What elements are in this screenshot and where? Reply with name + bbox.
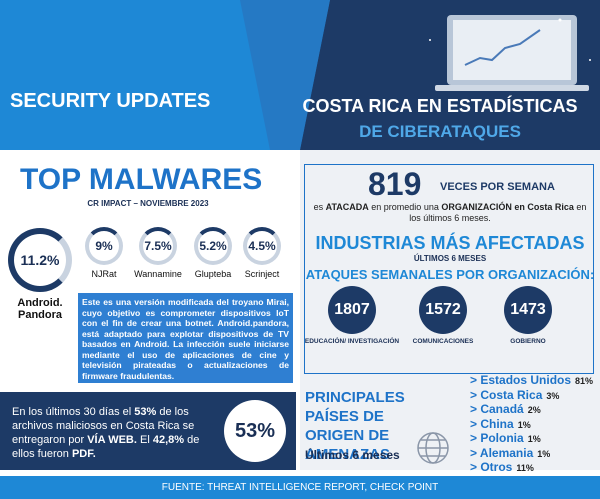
web-text: En los últimos 30 días el 53% de los arc… — [12, 405, 217, 461]
country-value: 1% — [517, 419, 531, 430]
malware-ring: 7.5% — [139, 227, 177, 265]
right-subtitle: DE CIBERATAQUES — [359, 122, 521, 141]
text: de los archivos maliciosos en Costa Rica… — [12, 406, 195, 446]
country-row: Estados Unidos 81% — [470, 373, 593, 387]
country-value: 1% — [537, 448, 551, 459]
industry-label: EDUCACIÓN/ INVESTIGACIÓN — [304, 338, 400, 345]
malware-ring: 9% — [85, 227, 123, 265]
malware-ring: 4.5% — [243, 227, 281, 265]
malware-name: NJRat — [91, 269, 117, 279]
country-value: 11% — [516, 463, 534, 473]
description: Este es una versión modificada del troya… — [78, 293, 293, 383]
industry-circle: 1473 — [504, 286, 552, 334]
text: En los últimos 30 días el — [12, 406, 135, 418]
text: 42,8% — [152, 434, 185, 446]
country-name: Polonia — [470, 431, 524, 445]
country-row: Otros 11% — [470, 460, 534, 474]
footer: FUENTE: THREAT INTELLIGENCE REPORT, CHEC… — [0, 476, 600, 499]
text: es — [313, 202, 326, 212]
text: VÍA WEB. — [87, 434, 137, 446]
text: ATACADA — [325, 202, 369, 212]
right-title: COSTA RICA EN ESTADÍSTICAS — [302, 96, 578, 116]
top-name: Android. Pandora — [17, 297, 63, 321]
country-row: Costa Rica 3% — [470, 388, 559, 402]
country-name: Otros — [470, 460, 512, 474]
industry-circle: 1807 — [328, 286, 376, 334]
text: de ellos fueron — [12, 434, 200, 460]
country-value: 2% — [527, 405, 541, 415]
left-title: SECURITY UPDATES — [10, 90, 211, 112]
malware-name: Glupteba — [194, 269, 232, 279]
web-ring: 53% — [224, 400, 286, 462]
malware-ring: 5.2% — [194, 227, 232, 265]
text: PDF. — [71, 448, 96, 460]
industries-period: ÚLTIMOS 6 MESES — [413, 254, 487, 263]
country-name: Costa Rica — [470, 388, 542, 402]
text: en los últimos 6 meses. — [409, 202, 587, 223]
globe-icon — [417, 432, 449, 464]
country-value: 3% — [546, 390, 560, 401]
countries-title: PRINCIPALES PAÍSES DE ORIGEN DE AMENAZAS — [305, 389, 405, 463]
country-name: China — [470, 417, 514, 431]
industry-circle: 1572 — [419, 286, 467, 334]
text: El — [136, 434, 153, 446]
stats-frame — [304, 164, 594, 374]
industry-label: COMUNICACIONES — [412, 338, 474, 345]
header-bg — [0, 0, 600, 150]
attack-count-label: VECES POR SEMANA — [440, 181, 555, 193]
top-ring: 11.2% — [8, 228, 72, 292]
country-value: 81% — [575, 376, 594, 386]
industry-label: GOBIERNO — [510, 338, 546, 345]
text: ORGANIZACIÓN en Costa Rica — [441, 202, 574, 212]
country-name: Estados Unidos — [470, 373, 571, 387]
text: en promedio una — [368, 202, 442, 212]
text: 53% — [134, 406, 157, 418]
country-value: 1% — [527, 434, 541, 444]
industries-subtitle: ATAQUES SEMANALES POR ORGANIZACIÓN: — [305, 267, 595, 282]
industries-title: INDUSTRIAS MÁS AFECTADAS — [315, 233, 585, 253]
malware-name: Wannamine — [134, 269, 182, 279]
attack-text: es ATACADA en promedio una ORGANIZACIÓN … — [310, 202, 590, 224]
country-row: Alemania 1% — [470, 446, 550, 460]
malwares-subtitle: CR IMPACT – NOVIEMBRE 2023 — [87, 199, 209, 208]
countries-period: Últimos 6 meses — [305, 448, 400, 462]
country-name: Alemania — [470, 446, 533, 460]
attack-count: 819 — [368, 166, 422, 202]
malware-name: Scrinject — [244, 269, 280, 279]
country-name: Canadá — [470, 402, 524, 416]
malwares-title: TOP MALWARES — [20, 163, 263, 196]
